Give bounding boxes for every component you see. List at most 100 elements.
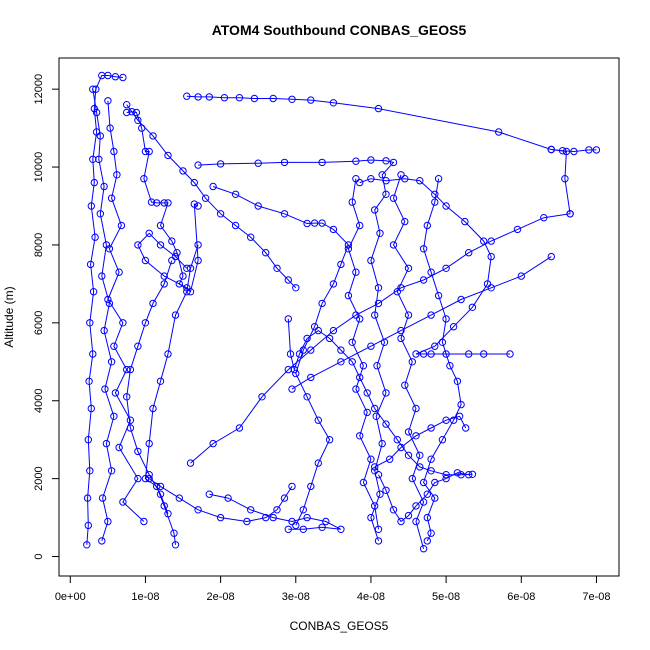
data-point (356, 432, 364, 440)
data-point (288, 517, 296, 526)
data-point (427, 424, 435, 432)
data-point (352, 157, 360, 165)
data-point (89, 350, 97, 358)
data-point (205, 490, 214, 498)
series-line (347, 178, 379, 530)
series-line (359, 178, 510, 355)
data-point (134, 342, 142, 350)
data-point (380, 338, 389, 346)
data-point (92, 108, 101, 117)
data-point (292, 521, 300, 530)
data-point (307, 96, 315, 104)
data-point (299, 346, 307, 354)
data-point (566, 210, 574, 218)
data-point (371, 206, 379, 214)
data-point (412, 350, 420, 358)
data-point (117, 221, 126, 230)
data-point (419, 545, 428, 553)
data-point (412, 517, 420, 526)
data-point (247, 233, 255, 241)
data-point (446, 362, 454, 370)
data-point (132, 108, 141, 117)
y-tick-label: 6000 (33, 311, 45, 335)
data-point (462, 424, 470, 432)
data-point (367, 175, 375, 183)
data-point (90, 104, 99, 113)
data-point (367, 513, 375, 522)
data-point (149, 404, 157, 413)
data-point (404, 264, 413, 272)
data-point (337, 525, 345, 533)
data-point (269, 513, 277, 522)
data-point (164, 510, 172, 518)
data-point (371, 463, 379, 471)
data-point (168, 256, 176, 265)
data-point (269, 94, 277, 103)
data-point (325, 334, 334, 343)
data-point (156, 482, 165, 491)
data-point (86, 319, 94, 327)
data-point (348, 198, 356, 206)
data-point (404, 451, 413, 459)
data-point (442, 202, 450, 210)
data-point (468, 470, 477, 478)
data-point (194, 202, 202, 210)
data-point (141, 147, 150, 156)
series-line (212, 186, 349, 526)
data-point (506, 350, 514, 358)
data-point (517, 272, 525, 280)
data-point (92, 128, 101, 136)
data-point (404, 428, 413, 436)
data-point (175, 494, 184, 502)
data-point (160, 199, 168, 207)
data-point (156, 241, 165, 249)
data-point (123, 108, 131, 117)
data-point (585, 146, 593, 154)
data-point (115, 268, 123, 276)
data-point (374, 284, 383, 292)
data-point (561, 175, 569, 183)
data-point (110, 342, 118, 350)
data-point (372, 412, 380, 420)
data-point (513, 225, 522, 234)
data-point (416, 463, 424, 471)
data-point (382, 389, 390, 397)
data-point (386, 455, 394, 463)
data-point (284, 525, 292, 533)
data-point (363, 389, 371, 397)
data-point (134, 447, 142, 456)
data-point (119, 73, 127, 82)
data-point (373, 362, 381, 370)
x-tick-label: 2e-08 (207, 591, 235, 603)
data-point (126, 365, 135, 374)
data-point (423, 221, 431, 230)
data-point (374, 104, 383, 113)
data-point (314, 416, 322, 424)
data-point (90, 178, 99, 187)
data-point (231, 221, 240, 230)
data-point (408, 358, 416, 366)
data-point (461, 217, 469, 226)
data-point (84, 521, 93, 530)
data-point (352, 268, 360, 276)
data-point (431, 198, 439, 206)
data-point (434, 175, 443, 183)
data-point (141, 474, 150, 483)
data-point (134, 241, 142, 249)
data-point (322, 517, 330, 526)
data-point (419, 245, 428, 253)
data-point (179, 167, 187, 175)
data-point (547, 252, 555, 261)
data-point (318, 158, 326, 167)
data-point (427, 350, 435, 358)
data-point (173, 249, 181, 257)
data-point (288, 95, 296, 104)
data-point (96, 132, 105, 140)
data-point (273, 264, 281, 272)
data-point (286, 350, 295, 358)
data-point (457, 400, 465, 409)
data-point (314, 459, 322, 467)
data-point (389, 194, 398, 202)
data-point (91, 233, 99, 241)
data-point (190, 178, 199, 187)
